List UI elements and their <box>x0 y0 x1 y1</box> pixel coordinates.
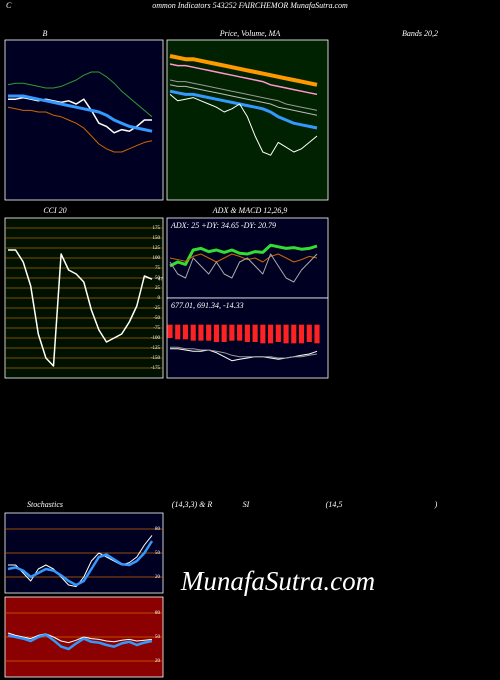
panel <box>166 39 329 201</box>
panel-title: CCI 20 <box>43 206 66 215</box>
y-tick-label: 50 <box>155 276 161 281</box>
stoch-label: Stochastics <box>27 500 63 509</box>
watermark: MunafaSutra.com <box>180 566 375 596</box>
series-line <box>8 96 152 134</box>
y-tick-label: 150 <box>153 236 161 241</box>
histogram-bar <box>237 324 243 341</box>
histogram-bar <box>252 324 258 342</box>
histogram-bar <box>291 324 297 344</box>
series-line <box>169 84 318 116</box>
series-line <box>7 632 153 644</box>
histogram-bar <box>190 324 196 341</box>
histogram-bar <box>198 324 204 341</box>
series-line <box>7 106 153 153</box>
header: ommon Indicators 543252 FAIRCHEMOR Munaf… <box>152 1 348 10</box>
panel-title: ADX & MACD 12,26,9 <box>212 206 287 215</box>
y-tick-label: -25 <box>153 306 160 311</box>
header-c: C <box>6 1 12 10</box>
y-tick-label: -175 <box>151 366 161 371</box>
y-tick-label: -150 <box>151 356 161 361</box>
histogram-bar <box>268 324 274 344</box>
rsi-label: SI <box>243 500 250 509</box>
histogram-bar <box>260 324 266 344</box>
series-line <box>169 253 318 263</box>
histogram-bar <box>244 324 250 342</box>
rsi-params: (14,5 <box>326 500 343 509</box>
bands-label: Bands 20,2 <box>402 29 438 38</box>
panel-label: ADX: 25 +DY: 34.65 -DY: 20.79 <box>170 221 276 230</box>
y-tick-label: -75 <box>153 326 160 331</box>
histogram-bar <box>306 324 312 342</box>
series-line <box>169 63 318 96</box>
y-tick-label: 20 <box>155 659 161 664</box>
y-tick-label: 80 <box>155 527 161 532</box>
value-label: 47 <box>158 277 164 282</box>
histogram-bar <box>175 324 181 340</box>
series-line <box>169 79 318 111</box>
series-line <box>8 94 153 133</box>
histogram-bar <box>298 324 305 344</box>
y-tick-label: 80 <box>155 611 161 616</box>
y-tick-label: 100 <box>153 256 161 261</box>
panel-label: 677.01, 691.34, -14.33 <box>171 301 244 310</box>
histogram-bar <box>229 324 235 341</box>
series-line <box>169 54 318 87</box>
y-tick-label: -100 <box>151 336 161 341</box>
histogram-bar <box>182 324 189 340</box>
histogram-bar <box>213 324 219 342</box>
y-tick-label: 50 <box>155 551 161 556</box>
series-line <box>7 633 153 651</box>
y-tick-label: 0 <box>158 296 161 301</box>
series-line <box>169 94 318 156</box>
stoch-params: (14,3,3) & R <box>172 500 213 509</box>
series-line <box>169 253 318 283</box>
histogram-bar <box>314 324 320 344</box>
y-tick-label: -50 <box>153 316 160 321</box>
histogram-bar <box>206 324 212 341</box>
y-tick-label: 50 <box>155 635 161 640</box>
series-line <box>7 540 154 587</box>
panel <box>4 39 164 201</box>
y-tick-label: -125 <box>151 346 161 351</box>
panel-title: Price, Volume, MA <box>219 29 281 38</box>
y-tick-label: 25 <box>155 286 161 291</box>
histogram-bar <box>167 324 173 338</box>
series-line <box>170 346 318 359</box>
y-tick-label: 75 <box>155 266 161 271</box>
series-line <box>169 243 318 268</box>
y-tick-label: 175 <box>153 226 161 231</box>
series-line <box>169 89 318 130</box>
series-line <box>8 249 153 367</box>
series-line <box>7 71 153 118</box>
histogram-bar <box>275 324 281 342</box>
close-paren: ) <box>434 500 438 509</box>
y-tick-label: 125 <box>153 246 161 251</box>
panel-title: B <box>43 29 48 38</box>
histogram-bar <box>221 324 227 342</box>
histogram-bar <box>283 324 289 344</box>
y-tick-label: 20 <box>155 575 161 580</box>
